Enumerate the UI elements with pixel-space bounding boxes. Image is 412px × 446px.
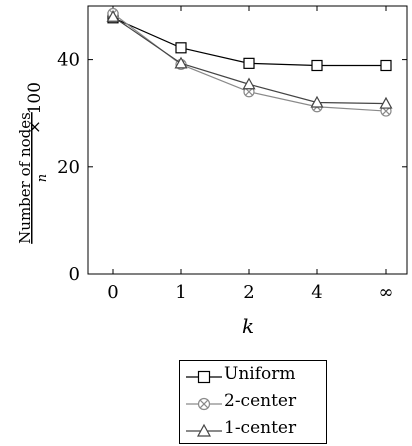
legend-marker-1-center — [186, 423, 222, 437]
x-tick-label: ∞ — [379, 282, 394, 303]
y-tick-label: 40 — [57, 50, 80, 71]
data-point — [243, 57, 255, 69]
axis-ticks: 0 1 2 4 ∞ 0 20 40 — [57, 6, 407, 303]
plot-area-border — [87, 5, 408, 275]
x-axis-label: k — [242, 314, 254, 338]
data-point — [106, 9, 120, 22]
x-tick-label: 0 — [107, 282, 118, 303]
data-point — [310, 95, 324, 108]
y-axis-label-multiplier: × 100 — [25, 82, 45, 134]
data-point — [380, 59, 392, 72]
series-1-center — [106, 9, 393, 109]
y-tick-label: 20 — [57, 157, 80, 178]
data-point-cross — [245, 87, 253, 96]
data-point-cross — [382, 107, 390, 115]
legend-label-uniform: Uniform — [224, 364, 296, 384]
y-axis-label-numerator: Number of nodes — [16, 112, 34, 244]
legend-item-1-center: 1-center — [180, 417, 326, 443]
legend-item-2-center: 2-center — [180, 390, 326, 416]
data-point — [311, 59, 323, 72]
y-axis-label: Number of nodes n × 100 — [16, 82, 50, 244]
legend-label-2-center: 2-center — [224, 391, 297, 411]
data-point — [379, 96, 393, 109]
legend-item-uniform: Uniform — [180, 363, 326, 389]
legend-marker-uniform — [186, 370, 222, 384]
line-chart: 0 1 2 4 ∞ 0 20 40 k Number of nodes n × 100 — [16, 5, 408, 338]
x-tick-label: 2 — [243, 282, 254, 303]
y-tick-label: 0 — [69, 264, 80, 285]
series-layer — [106, 7, 393, 117]
plot-frame — [87, 5, 408, 275]
data-point — [175, 42, 187, 54]
x-tick-label: 1 — [175, 282, 186, 303]
series-uniform — [107, 12, 392, 72]
legend: Uniform 2-center 1-center — [179, 360, 327, 444]
legend-label-1-center: 1-center — [224, 418, 297, 438]
x-tick-label: 4 — [311, 282, 322, 303]
data-point — [174, 56, 188, 69]
data-point — [242, 77, 256, 90]
y-axis-label-denominator: n — [35, 174, 50, 182]
legend-marker-2-center — [186, 397, 222, 411]
